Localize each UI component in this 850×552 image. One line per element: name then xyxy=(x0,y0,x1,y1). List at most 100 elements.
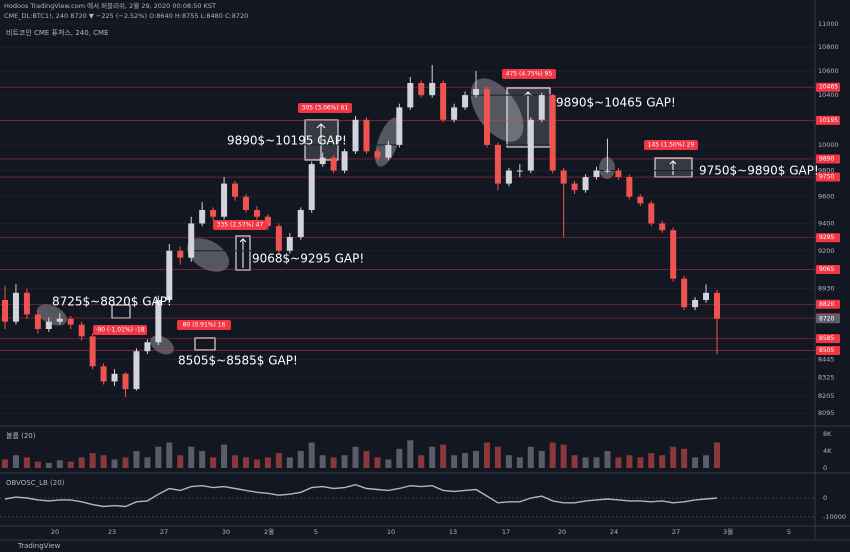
candle-body xyxy=(308,164,315,211)
ellipse xyxy=(186,238,230,272)
candle-body xyxy=(681,278,688,308)
volume-bar xyxy=(462,453,469,468)
candle-body xyxy=(297,210,304,238)
volume-bar xyxy=(155,446,162,468)
volume-bar xyxy=(122,457,129,468)
y-tick-label: 9200 xyxy=(818,247,835,255)
volume-title: 볼륨 (20) xyxy=(6,431,36,440)
volume-bar xyxy=(264,457,271,468)
level-label: 9065 xyxy=(819,266,834,273)
y-tick-label: 9600 xyxy=(818,193,835,201)
x-tick-label: 27 xyxy=(672,528,680,536)
volume-bar xyxy=(418,455,425,468)
volume-bar xyxy=(45,462,52,468)
y-tick-label: 10600 xyxy=(818,67,839,75)
volume-bar xyxy=(637,457,644,468)
candle-body xyxy=(341,151,348,171)
volume-bar xyxy=(385,459,392,468)
candle-body xyxy=(451,107,458,120)
volume-bar xyxy=(626,455,633,468)
volume-bar xyxy=(89,453,96,468)
osc-line xyxy=(4,483,718,508)
candle-body xyxy=(253,210,260,217)
x-tick-label: 20 xyxy=(51,528,59,536)
candle-body xyxy=(45,321,52,330)
level-label: 10195 xyxy=(819,117,838,124)
candle-body xyxy=(516,170,523,172)
level-label: 9750 xyxy=(819,174,834,181)
x-tick-label: 27 xyxy=(160,528,168,536)
measure-label: 80 (0.91%) 16 xyxy=(183,322,226,329)
candle-body xyxy=(319,157,326,165)
measure-label: 145 (1.50%) 29 xyxy=(648,142,695,149)
x-tick-label: 3월 xyxy=(723,527,733,536)
candle-body xyxy=(692,299,699,308)
candle-body xyxy=(199,210,206,224)
volume-bar xyxy=(23,457,30,468)
candle-body xyxy=(527,119,534,171)
footer: TradingView xyxy=(17,542,61,550)
y-tick-label: 8325 xyxy=(818,374,835,382)
x-tick-label: 30 xyxy=(222,528,230,536)
y-tick-label: 8095 xyxy=(818,409,835,417)
measure-tag xyxy=(93,325,147,335)
volume-bar xyxy=(703,455,710,468)
legend: 비트코인 CME 퓨쳐스, 240, CME xyxy=(6,28,109,37)
volume-bar xyxy=(166,442,173,468)
volume-bar xyxy=(648,453,655,468)
y-tick-label: -10000 xyxy=(823,513,846,521)
candle-body xyxy=(659,223,666,231)
volume-bar xyxy=(440,444,447,468)
candle-body xyxy=(67,318,74,325)
candle-body xyxy=(714,292,720,319)
arrow xyxy=(316,123,326,158)
candle-body xyxy=(330,157,337,171)
candle-body xyxy=(483,89,490,145)
level-label: 8820 xyxy=(819,301,834,308)
level-label: 8585 xyxy=(819,335,834,342)
candle-body xyxy=(571,183,578,191)
volume-bar xyxy=(308,442,315,468)
gap-box xyxy=(194,337,216,351)
candle-body xyxy=(604,170,611,172)
level-tag xyxy=(816,154,840,164)
x-tick-label: 5 xyxy=(314,528,318,536)
volume-bar xyxy=(330,457,337,468)
y-tick-label: 10800 xyxy=(818,43,839,51)
volume-bar xyxy=(210,457,217,468)
level-label: 9295 xyxy=(819,234,834,241)
candle-body xyxy=(89,336,96,367)
candle-body xyxy=(78,324,85,337)
volume-bar xyxy=(297,450,304,468)
annotation: 9750$~9890$ GAP! xyxy=(699,164,819,178)
y-tick-label: 0 xyxy=(823,494,827,502)
candle-body xyxy=(286,237,293,251)
osc-title: OBVOSC_LB (20) xyxy=(6,479,65,487)
volume-bar xyxy=(363,450,370,468)
volume-bar xyxy=(374,457,381,468)
volume-bar xyxy=(483,442,490,468)
measure-tag xyxy=(213,220,267,230)
measure-tag xyxy=(298,103,352,113)
volume-bar xyxy=(78,457,85,468)
candle-body xyxy=(429,82,436,96)
volume-bar xyxy=(549,442,556,468)
candle-body xyxy=(549,95,556,171)
candle-body xyxy=(177,250,184,258)
volume-bar xyxy=(582,457,589,468)
volume-bar xyxy=(286,457,293,468)
volume-bar xyxy=(494,446,501,468)
annotation: 8505$~8585$ GAP! xyxy=(178,354,298,368)
symbol-line: CME_DL:BTC1!, 240 8720 ▼ −225 (−2.52%) O… xyxy=(4,12,248,20)
volume-bar xyxy=(144,457,151,468)
volume-bar xyxy=(407,440,414,468)
x-tick-label: 10 xyxy=(387,528,395,536)
volume-bar xyxy=(615,457,622,468)
candle-body xyxy=(264,216,271,227)
volume-bar xyxy=(527,446,534,468)
candle-body xyxy=(34,314,41,330)
x-tick-label: 2월 xyxy=(264,527,274,536)
x-tick-label: 13 xyxy=(449,528,457,536)
x-tick-label: 20 xyxy=(558,528,566,536)
header: Hodoos TradingView.com 에서 퍼블리쉬, 2월 29, 2… xyxy=(4,1,216,10)
